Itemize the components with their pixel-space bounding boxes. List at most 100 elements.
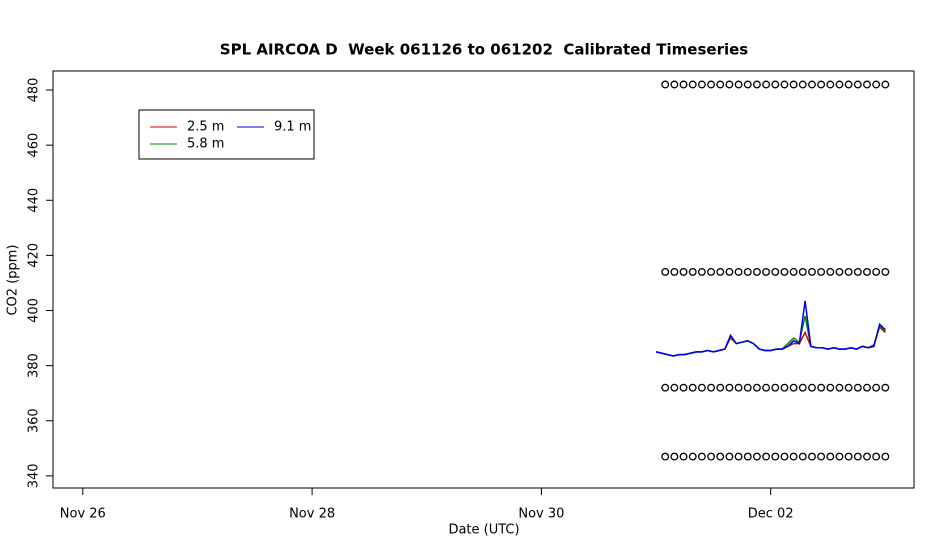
point [808,80,816,89]
point [844,383,853,392]
y-tick-label: 340 [27,463,42,488]
point [762,267,771,276]
point [780,383,789,392]
y-axis-label: CO2 (ppm) [6,244,21,315]
point [789,80,798,89]
chart-title: SPL AIRCOA D Week 061126 to 061202 Calib… [220,41,749,59]
y-tick-label: 480 [27,78,42,103]
point [743,267,752,276]
point [661,80,670,89]
point [771,383,780,392]
point [679,452,688,461]
point [881,383,890,392]
point [872,452,881,461]
point [725,80,734,89]
point [817,452,826,461]
point [725,267,734,276]
point [853,452,862,461]
point [863,452,871,461]
point [707,267,716,276]
point [881,80,890,89]
point [725,383,734,392]
point [872,267,881,276]
point [716,267,725,276]
point [826,383,835,392]
point [734,80,743,89]
point [716,80,725,89]
point [679,383,688,392]
legend: 2.5 m 5.8 m 9.1 m [138,109,315,160]
point [688,267,697,276]
x-tick-label: Nov 28 [289,507,335,522]
point [762,383,771,392]
y-tick-label: 380 [27,353,42,378]
point [771,452,780,461]
point [752,452,761,461]
point [707,383,716,392]
point [725,452,734,461]
point [697,383,706,392]
point [844,452,853,461]
point [844,267,853,276]
point [752,80,761,89]
legend-label: 2.5 m [187,120,224,135]
point [707,452,716,461]
legend-label: 9.1 m [274,120,311,135]
point [798,452,807,461]
point [688,383,697,392]
point [743,80,752,89]
point [789,452,798,461]
point [853,267,862,276]
point [863,267,871,276]
point [835,452,844,461]
series-line [655,300,886,357]
point [863,80,871,89]
point [872,80,881,89]
point [835,80,844,89]
point [716,383,725,392]
point [734,452,743,461]
x-tick-label: Dec 02 [748,507,794,522]
point [679,80,688,89]
point [697,80,706,89]
point [780,452,789,461]
point [881,267,890,276]
point [743,452,752,461]
point [661,267,670,276]
legend-box [138,109,315,160]
point [661,383,670,392]
point [688,452,697,461]
point [835,267,844,276]
point [743,383,752,392]
y-tick-label: 400 [27,298,42,323]
point [798,267,807,276]
point [881,452,890,461]
point [670,383,679,392]
point [707,80,716,89]
x-tick-label: Nov 26 [60,507,106,522]
point [734,267,743,276]
point [670,452,679,461]
point [817,383,826,392]
point [661,452,670,461]
point [679,267,688,276]
x-tick-label: Nov 30 [518,507,564,522]
y-tick-label: 420 [27,243,42,268]
point [872,383,881,392]
point [697,452,706,461]
legend-label: 5.8 m [187,137,224,152]
point [826,80,835,89]
point [780,80,789,89]
point [670,80,679,89]
point [762,80,771,89]
point [752,383,761,392]
point [670,267,679,276]
point [789,267,798,276]
point [734,383,743,392]
point [808,452,816,461]
point [844,80,853,89]
point [780,267,789,276]
y-tick-label: 360 [27,408,42,433]
y-tick-label: 460 [27,133,42,158]
